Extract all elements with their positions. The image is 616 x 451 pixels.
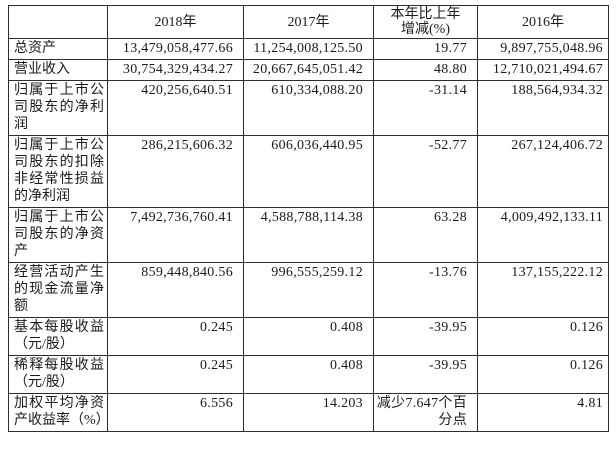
- header-cell: 2018年: [107, 5, 244, 39]
- row-label: 营业收入: [8, 59, 108, 81]
- table-row: 加权平均净资产收益率（%） 6.556 14.203 减少7.647个百分点 4.81: [8, 393, 609, 432]
- cell-value: 4,009,492,133.11: [477, 207, 609, 263]
- cell-value: -52.77: [373, 135, 478, 208]
- cell-value: 11,254,008,125.50: [243, 38, 374, 60]
- table-body: 总资产 13,479,058,477.66 11,254,008,125.50 19.…: [8, 38, 609, 432]
- cell-value: 13,479,058,477.66: [107, 38, 244, 60]
- cell-value: 19.77: [373, 38, 478, 60]
- row-label: 归属于上市公司股东的净利润: [8, 80, 108, 136]
- header-cell: 本年比上年 增减(%): [373, 5, 478, 39]
- cell-value: 606,036,440.95: [243, 135, 374, 208]
- header-cell: 2016年: [477, 5, 609, 39]
- cell-value: 0.245: [107, 355, 244, 394]
- cell-value: 0.126: [477, 317, 609, 356]
- cell-value: 12,710,021,494.67: [477, 59, 609, 81]
- cell-value: 137,155,222.12: [477, 262, 609, 318]
- table-row: 基本每股收益（元/股） 0.245 0.408 -39.95 0.126: [8, 317, 609, 356]
- cell-value: 9,897,755,048.96: [477, 38, 609, 60]
- row-label: 归属于上市公司股东的净资产: [8, 207, 108, 263]
- cell-value: 14.203: [243, 393, 374, 432]
- row-label: 总资产: [8, 38, 108, 60]
- table-row: 归属于上市公司股东的净资产 7,492,736,760.41 4,588,788,1…: [8, 207, 609, 263]
- table-row: 归属于上市公司股东的扣除非经常性损益的净利润 286,215,606.32 606,…: [8, 135, 609, 208]
- cell-value: 6.556: [107, 393, 244, 432]
- cell-value: 0.408: [243, 317, 374, 356]
- cell-value: 0.245: [107, 317, 244, 356]
- cell-value: -39.95: [373, 317, 478, 356]
- row-label: 加权平均净资产收益率（%）: [8, 393, 108, 432]
- header-cell-empty: [8, 5, 108, 39]
- cell-value: 188,564,934.32: [477, 80, 609, 136]
- cell-value: 420,256,640.51: [107, 80, 244, 136]
- row-label: 基本每股收益（元/股）: [8, 317, 108, 356]
- cell-value: 0.126: [477, 355, 609, 394]
- financial-summary-table: 2018年 2017年 本年比上年 增减(%) 2016年 总资产 13,479,058…: [8, 5, 609, 432]
- row-label: 经营活动产生的现金流量净额: [8, 262, 108, 318]
- cell-value: 996,555,259.12: [243, 262, 374, 318]
- cell-value: 859,448,840.56: [107, 262, 244, 318]
- cell-value: -39.95: [373, 355, 478, 394]
- cell-value: 48.80: [373, 59, 478, 81]
- table-row: 经营活动产生的现金流量净额 859,448,840.56 996,555,259.1…: [8, 262, 609, 318]
- cell-value: 286,215,606.32: [107, 135, 244, 208]
- header-cell: 2017年: [243, 5, 374, 39]
- table-row: 稀释每股收益（元/股） 0.245 0.408 -39.95 0.126: [8, 355, 609, 394]
- cell-value: 20,667,645,051.42: [243, 59, 374, 81]
- table-row: 总资产 13,479,058,477.66 11,254,008,125.50 19.…: [8, 38, 609, 60]
- row-label: 归属于上市公司股东的扣除非经常性损益的净利润: [8, 135, 108, 208]
- cell-value: 4,588,788,114.38: [243, 207, 374, 263]
- cell-value: 7,492,736,760.41: [107, 207, 244, 263]
- cell-value: 610,334,088.20: [243, 80, 374, 136]
- cell-value: 0.408: [243, 355, 374, 394]
- row-label: 稀释每股收益（元/股）: [8, 355, 108, 394]
- table-row: 归属于上市公司股东的净利润 420,256,640.51 610,334,088.2…: [8, 80, 609, 136]
- cell-value: 30,754,329,434.27: [107, 59, 244, 81]
- cell-value: 267,124,406.72: [477, 135, 609, 208]
- table-header-row: 2018年 2017年 本年比上年 增减(%) 2016年: [8, 5, 609, 39]
- cell-value: 4.81: [477, 393, 609, 432]
- cell-value: -13.76: [373, 262, 478, 318]
- cell-value: -31.14: [373, 80, 478, 136]
- table-row: 营业收入 30,754,329,434.27 20,667,645,051.42 48…: [8, 59, 609, 81]
- cell-value: 减少7.647个百分点: [373, 393, 478, 432]
- cell-value: 63.28: [373, 207, 478, 263]
